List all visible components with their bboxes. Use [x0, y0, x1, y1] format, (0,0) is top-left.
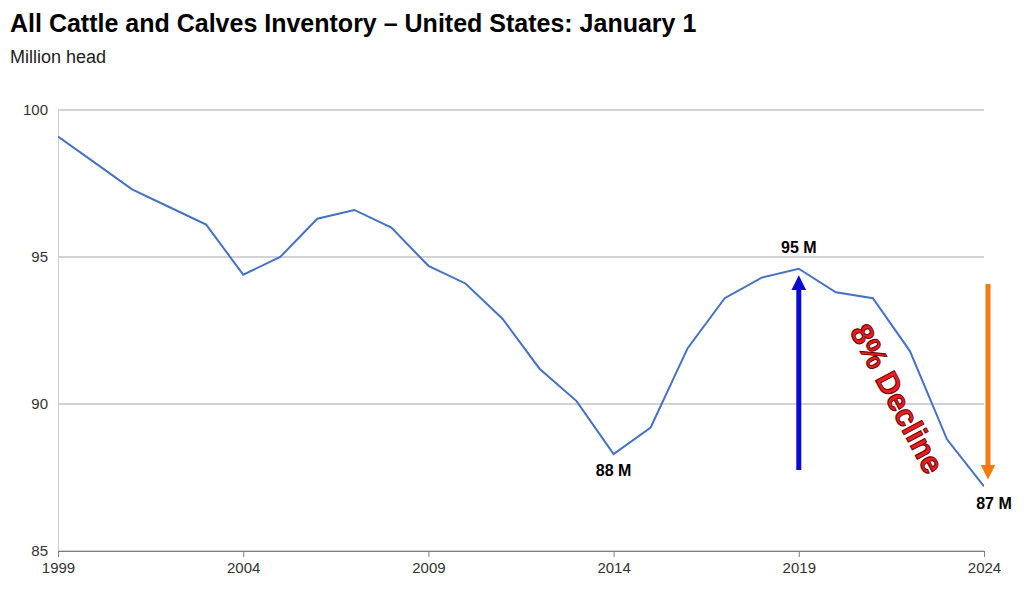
x-tick-label: 1999: [42, 559, 75, 576]
x-tick: 2004: [227, 551, 260, 576]
annotation-decline: 8% Decline: [843, 318, 951, 479]
grid-line: [58, 257, 984, 258]
x-tick-mark: [58, 551, 59, 557]
x-tick: 1999: [42, 551, 75, 576]
x-tick-label: 2019: [783, 559, 816, 576]
annotation: 88 M: [596, 462, 632, 479]
y-axis-line: [58, 111, 59, 552]
annotations: 95 M 88 M 87 M 8% Decline: [596, 239, 1012, 513]
x-tick: 2009: [412, 551, 445, 576]
y-tick: 90: [31, 395, 58, 412]
arrow-down: [986, 284, 991, 472]
annotation: 95 M: [781, 239, 817, 256]
x-tick-label: 2009: [412, 559, 445, 576]
x-tick: 2014: [597, 551, 630, 576]
x-tick-label: 2004: [227, 559, 260, 576]
x-tick-label: 2014: [597, 559, 630, 576]
y-tick-label: 95: [31, 248, 48, 265]
x-axis: 1999 2004 2009 2014 2019 2024: [42, 551, 1001, 576]
grid-line: [58, 551, 984, 552]
grid-line: [58, 110, 984, 111]
x-tick-mark: [614, 551, 615, 557]
x-tick: 2024: [968, 551, 1001, 576]
x-axis-line: [59, 551, 985, 552]
y-tick-label: 100: [23, 101, 48, 118]
grid-line: [58, 404, 984, 405]
x-tick-mark: [428, 551, 429, 557]
y-tick: 100: [23, 101, 58, 118]
subtitle: Million head: [10, 47, 106, 67]
arrow-up: [796, 283, 801, 470]
y-tick-label: 90: [31, 395, 48, 412]
grid: [58, 110, 984, 551]
chart-svg: All Cattle and Calves Inventory – United…: [0, 0, 1024, 601]
x-tick-mark: [799, 551, 800, 557]
y-tick-label: 85: [31, 542, 48, 559]
y-axis: 85 90 95 100: [23, 101, 59, 559]
title: All Cattle and Calves Inventory – United…: [10, 9, 696, 37]
x-tick-label: 2024: [968, 559, 1001, 576]
data-line: [58, 136, 984, 486]
y-tick: 95: [31, 248, 58, 265]
annotation: 87 M: [976, 495, 1012, 512]
x-tick-mark: [984, 551, 985, 557]
y-tick: 85: [31, 542, 58, 559]
x-tick: 2019: [783, 551, 816, 576]
plot-area: 85 90 95 100 1999 2004 2009 2014 2019 2024 95 M 88 …: [23, 101, 1012, 575]
marks: [58, 136, 984, 486]
x-tick-mark: [243, 551, 244, 557]
